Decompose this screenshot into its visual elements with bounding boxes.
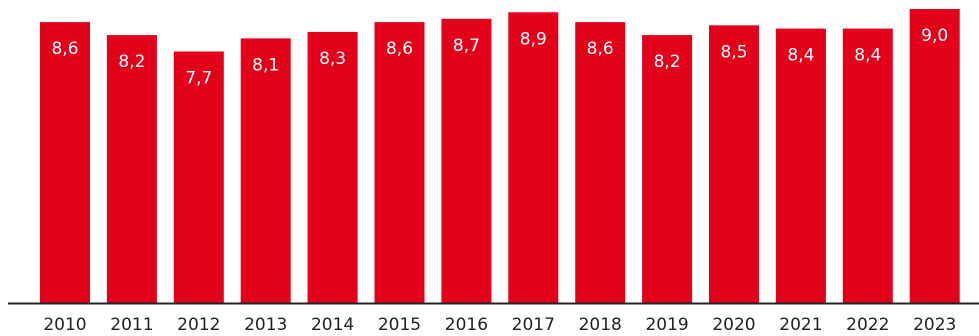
x-tick-label-2015: 2015 <box>378 315 421 335</box>
x-tick-label-2023: 2023 <box>913 315 956 335</box>
value-label-2015: 8,6 <box>386 39 413 59</box>
x-tick-label-2011: 2011 <box>110 315 153 335</box>
bar-2019 <box>642 35 693 303</box>
value-label-2010: 8,6 <box>51 39 78 59</box>
value-label-2013: 8,1 <box>252 55 279 75</box>
bar-2022 <box>842 28 893 303</box>
value-label-2022: 8,4 <box>854 46 881 66</box>
value-label-2017: 8,9 <box>520 29 547 49</box>
value-label-2019: 8,2 <box>654 52 681 72</box>
value-label-2023: 9,0 <box>921 26 948 46</box>
bar-2017 <box>508 12 559 304</box>
x-tick-labels: 2010 2011 2012 2013 2014 2015 2016 2017 2018 2019… <box>43 315 956 335</box>
bar-2012 <box>173 51 224 303</box>
x-tick-label-2018: 2018 <box>579 315 622 335</box>
value-label-2016: 8,7 <box>453 36 480 56</box>
value-label-2012: 7,7 <box>185 69 212 89</box>
x-tick-label-2012: 2012 <box>177 315 220 335</box>
bar-2015 <box>374 22 425 303</box>
x-tick-label-2016: 2016 <box>445 315 488 335</box>
bars-group: 8,6 8,2 7,7 8,1 8,3 8,6 8,7 8,9 8,6 8,2 8,5 8,4 8,4 9… <box>40 9 960 304</box>
value-label-2014: 8,3 <box>319 49 346 69</box>
x-tick-label-2010: 2010 <box>43 315 86 335</box>
bar-2010 <box>40 22 90 303</box>
bar-2013 <box>240 38 291 304</box>
bar-2011 <box>106 35 157 303</box>
x-tick-label-2022: 2022 <box>846 315 889 335</box>
x-tick-label-2021: 2021 <box>779 315 822 335</box>
bar-2018 <box>575 22 626 303</box>
value-label-2011: 8,2 <box>118 52 145 72</box>
x-tick-label-2019: 2019 <box>645 315 688 335</box>
bar-2020 <box>709 25 759 304</box>
value-label-2018: 8,6 <box>587 39 614 59</box>
bar-2023 <box>909 9 960 303</box>
value-label-2021: 8,4 <box>787 46 814 66</box>
x-tick-label-2020: 2020 <box>712 315 755 335</box>
bar-2014 <box>307 31 358 304</box>
bar-2021 <box>775 28 826 303</box>
bar-2016 <box>441 18 492 304</box>
x-tick-label-2014: 2014 <box>311 315 354 335</box>
x-tick-label-2013: 2013 <box>244 315 287 335</box>
value-label-2020: 8,5 <box>720 42 747 62</box>
x-tick-label-2017: 2017 <box>512 315 555 335</box>
